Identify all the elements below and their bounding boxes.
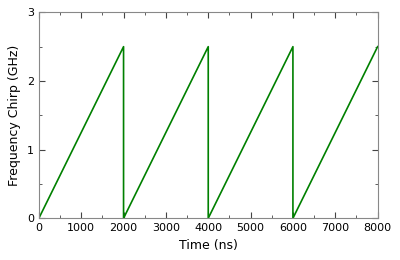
- X-axis label: Time (ns): Time (ns): [179, 239, 238, 252]
- Y-axis label: Frequency Chirp (GHz): Frequency Chirp (GHz): [8, 45, 21, 186]
